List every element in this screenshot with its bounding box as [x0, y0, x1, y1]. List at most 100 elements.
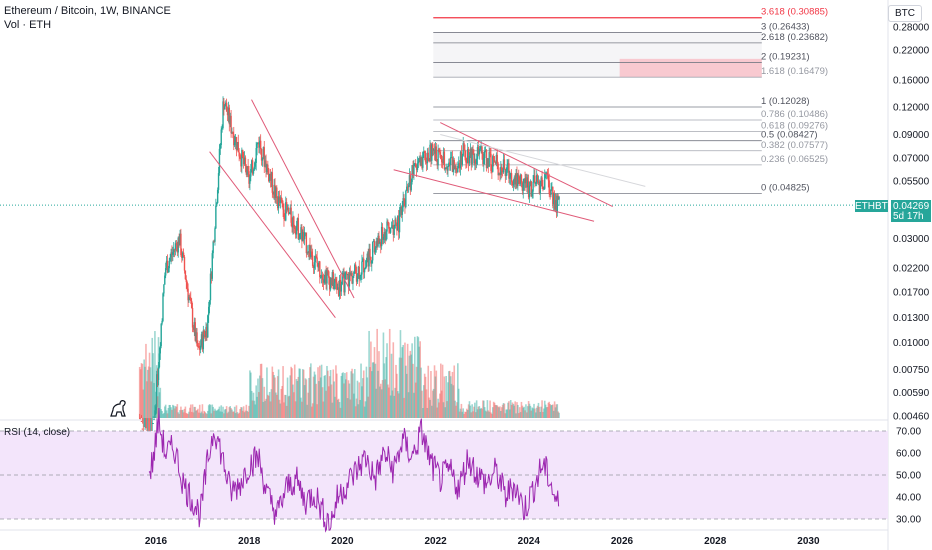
candle-body	[235, 136, 238, 151]
candle-body	[425, 162, 428, 164]
volume-bar	[558, 412, 560, 418]
candle-body	[558, 196, 560, 200]
price-tick-label: 0.05500	[893, 177, 930, 188]
volume-bar	[263, 386, 266, 418]
candle-body	[363, 269, 366, 273]
volume-bar	[550, 405, 552, 418]
volume-bar	[282, 366, 284, 418]
volume-bar	[189, 404, 192, 418]
candle-body	[509, 173, 512, 178]
candle-body	[268, 173, 271, 182]
price-tick-label: 0.00750	[893, 365, 930, 376]
candle-body	[376, 241, 378, 247]
volume-bar	[427, 365, 430, 418]
candle-body	[350, 272, 352, 276]
price-tick-label: 0.09000	[893, 130, 930, 141]
volume-bar	[525, 404, 527, 418]
candle-body	[544, 173, 546, 189]
candle-body	[310, 251, 312, 257]
candle-body	[349, 272, 351, 276]
volume-bar	[323, 375, 326, 418]
volume-bar	[415, 366, 418, 418]
volume-bar	[192, 412, 195, 418]
time-tick-label: 2024	[518, 536, 541, 547]
volume-bar	[538, 406, 541, 418]
volume-bar	[254, 404, 257, 418]
candle-body	[199, 345, 202, 350]
candle-body	[390, 227, 393, 229]
volume-bar	[519, 412, 522, 418]
candle-body	[227, 107, 230, 116]
volume-bar	[373, 347, 376, 418]
volume-bar	[371, 362, 374, 418]
candle-body	[522, 183, 524, 191]
candle-body	[183, 256, 186, 271]
candle-body	[155, 406, 157, 411]
candle-body	[320, 275, 323, 278]
trendline	[440, 122, 613, 208]
candle-body	[414, 163, 416, 165]
volume-bar	[399, 330, 402, 418]
candle-body	[176, 244, 179, 253]
currency-badge[interactable]: BTC	[888, 5, 922, 22]
volume-bar	[439, 363, 442, 418]
volume-bar	[543, 400, 546, 418]
candle-body	[207, 306, 210, 316]
candle-body	[210, 273, 213, 279]
volume-bar	[384, 379, 387, 418]
candle-body	[193, 322, 196, 330]
candle-body	[527, 181, 530, 198]
volume-bar	[182, 412, 185, 418]
volume-bar	[385, 357, 387, 418]
candle-body	[312, 265, 315, 269]
volume-bar	[138, 366, 141, 418]
candle-body	[258, 142, 260, 148]
candle-body	[300, 227, 302, 234]
volume-bar	[485, 411, 488, 418]
volume-bar	[540, 406, 542, 418]
candle-body	[273, 184, 275, 195]
volume-bar	[156, 396, 159, 418]
volume-bar	[430, 371, 432, 418]
volume-bar	[477, 406, 480, 418]
candle-body	[483, 158, 485, 164]
candle-body	[338, 279, 341, 296]
candle-body	[211, 253, 213, 279]
volume-bar	[465, 411, 467, 418]
candle-body	[402, 198, 404, 208]
candle-body	[233, 134, 235, 146]
candle-body	[173, 249, 176, 251]
candle-body	[501, 171, 504, 173]
candle-body	[182, 252, 184, 258]
volume-bar	[344, 373, 346, 418]
candle-body	[398, 210, 401, 233]
volume-bar	[379, 383, 382, 418]
candle-body	[167, 268, 170, 273]
candle-body	[392, 225, 395, 235]
volume-bar	[474, 412, 477, 418]
volume-bar	[163, 412, 165, 418]
candle-body	[549, 194, 551, 196]
volume-bar	[475, 400, 478, 418]
volume-bar	[489, 400, 491, 418]
candle-body	[299, 233, 301, 239]
fib-level-label: 1.618 (0.16479)	[761, 66, 828, 77]
candle-body	[188, 296, 190, 301]
volume-bar	[187, 413, 189, 418]
volume-bar	[370, 371, 373, 418]
volume-bar	[388, 328, 391, 418]
volume-bar	[319, 365, 321, 418]
volume-bar	[250, 390, 253, 418]
candle-body	[373, 241, 376, 253]
candle-body	[501, 166, 503, 172]
candle-body	[475, 158, 478, 164]
candle-body	[520, 174, 523, 183]
candle-body	[515, 173, 517, 185]
volume-bar	[153, 382, 155, 418]
candle-body	[189, 296, 191, 299]
volume-bar	[353, 393, 355, 418]
candle-body	[386, 221, 388, 232]
volume-bar	[312, 376, 315, 418]
candle-body	[276, 197, 279, 209]
